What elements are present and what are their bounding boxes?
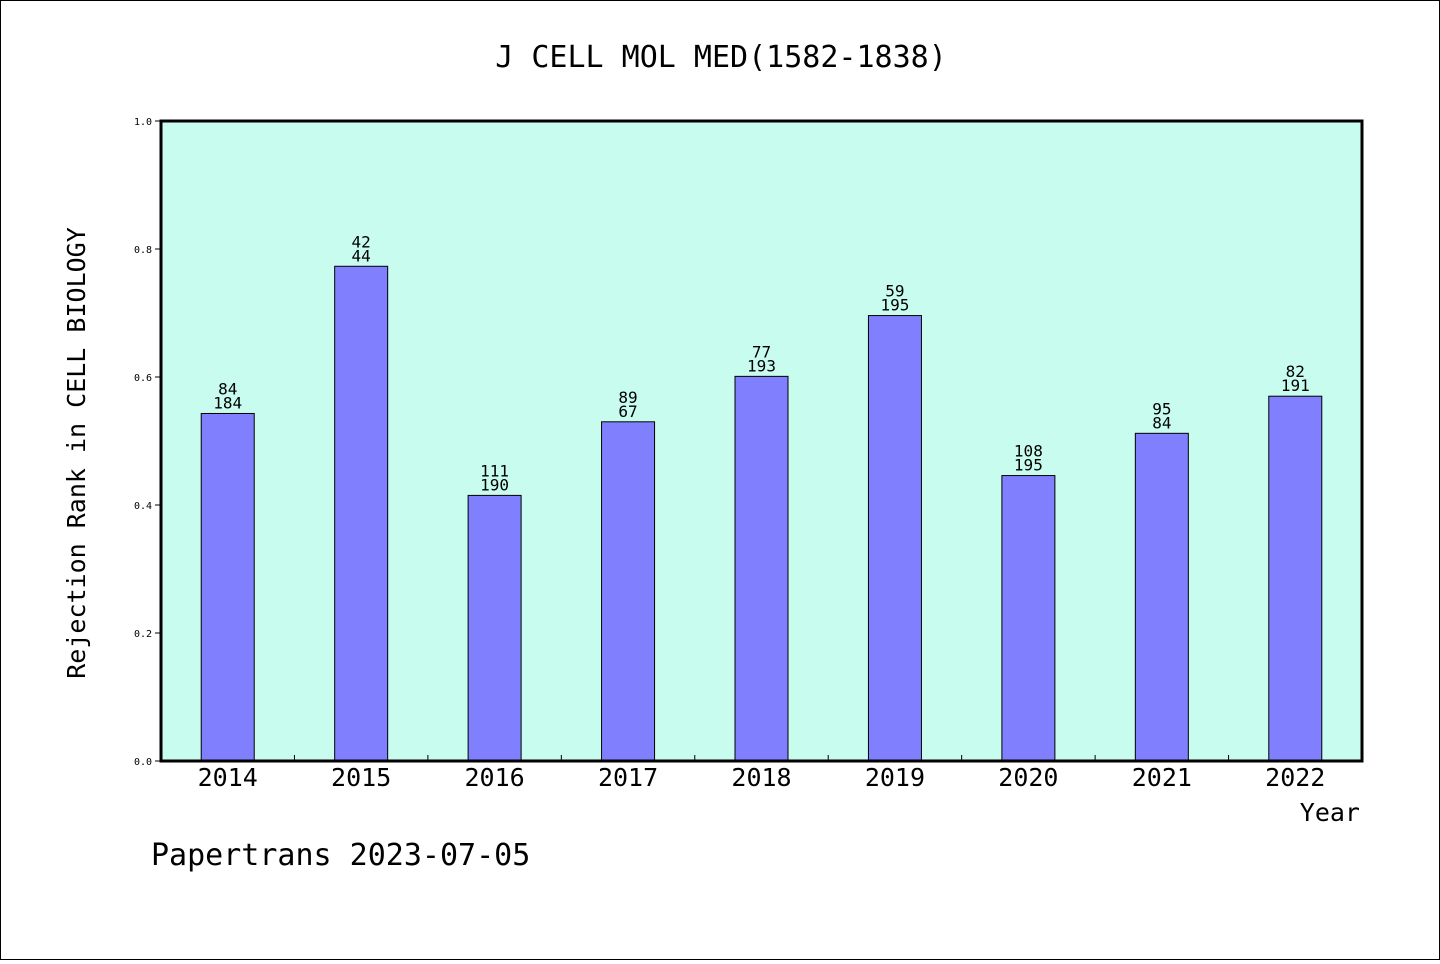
x-axis-label: Year bbox=[1300, 798, 1360, 827]
bar-2022 bbox=[1268, 395, 1323, 762]
x-tick-label: 2017 bbox=[598, 763, 658, 792]
plot-border bbox=[159, 119, 1364, 763]
bar-label-bottom: 67 bbox=[618, 402, 637, 421]
bar-2020 bbox=[1001, 475, 1056, 762]
x-tick-label: 2014 bbox=[198, 763, 258, 792]
bar-label-bottom: 191 bbox=[1281, 376, 1310, 395]
x-tick-label: 2019 bbox=[865, 763, 925, 792]
y-tick-label: 0.4 bbox=[134, 501, 152, 512]
bar-label-top: 59 bbox=[885, 282, 904, 301]
x-tick-label: 2022 bbox=[1265, 763, 1325, 792]
y-tick-label: 1.0 bbox=[134, 117, 152, 128]
y-tick-label: 0.8 bbox=[134, 245, 152, 256]
y-tick-label: 0.0 bbox=[134, 757, 152, 768]
bar-label-top: 111 bbox=[480, 461, 509, 480]
bar-2019 bbox=[867, 315, 922, 762]
chart-title: J CELL MOL MED(1582-1838) bbox=[495, 40, 947, 75]
x-tick-label: 2021 bbox=[1132, 763, 1192, 792]
y-axis-label: Rejection Rank in CELL BIOLOGY bbox=[62, 227, 91, 679]
bar-label-bottom: 190 bbox=[480, 475, 509, 494]
bar-2021 bbox=[1134, 432, 1189, 762]
bar-2016 bbox=[467, 494, 522, 762]
bar-label-top: 82 bbox=[1286, 362, 1305, 381]
bar-label-top: 42 bbox=[352, 232, 371, 251]
bar-label-top: 77 bbox=[752, 342, 771, 361]
bar-label-bottom: 193 bbox=[747, 356, 776, 375]
bar-labels-group: 8418442441111908967771935919510819595848… bbox=[213, 232, 1309, 494]
bar-label-bottom: 44 bbox=[352, 246, 371, 265]
y-tick-label: 0.6 bbox=[134, 373, 152, 384]
bar-label-top: 108 bbox=[1014, 442, 1043, 461]
bar-2015 bbox=[334, 265, 389, 762]
bar-label-bottom: 195 bbox=[1014, 456, 1043, 475]
x-axis-ticks: 2014 2015 2016 2017 2018 2019 2020 2021 2022 bbox=[198, 755, 1325, 792]
bars-group bbox=[200, 265, 1323, 762]
y-tick-label: 0.2 bbox=[134, 629, 152, 640]
bar-2018 bbox=[734, 375, 789, 762]
bar-2014 bbox=[200, 412, 255, 762]
bar-label-bottom: 84 bbox=[1152, 413, 1171, 432]
y-axis-ticks: 0.0 0.2 0.4 0.6 0.8 1.0 bbox=[134, 117, 161, 768]
x-tick-label: 2015 bbox=[331, 763, 391, 792]
bar-label-top: 89 bbox=[618, 388, 637, 407]
x-tick-label: 2020 bbox=[998, 763, 1058, 792]
bar-label-bottom: 184 bbox=[213, 393, 242, 412]
x-tick-label: 2018 bbox=[731, 763, 791, 792]
bar-2017 bbox=[601, 421, 656, 762]
bar-label-top: 84 bbox=[218, 379, 237, 398]
bar-label-top: 95 bbox=[1152, 399, 1171, 418]
bar-label-bottom: 195 bbox=[880, 296, 909, 315]
x-tick-label: 2016 bbox=[465, 763, 525, 792]
footer-watermark: Papertrans 2023-07-05 bbox=[151, 838, 530, 873]
